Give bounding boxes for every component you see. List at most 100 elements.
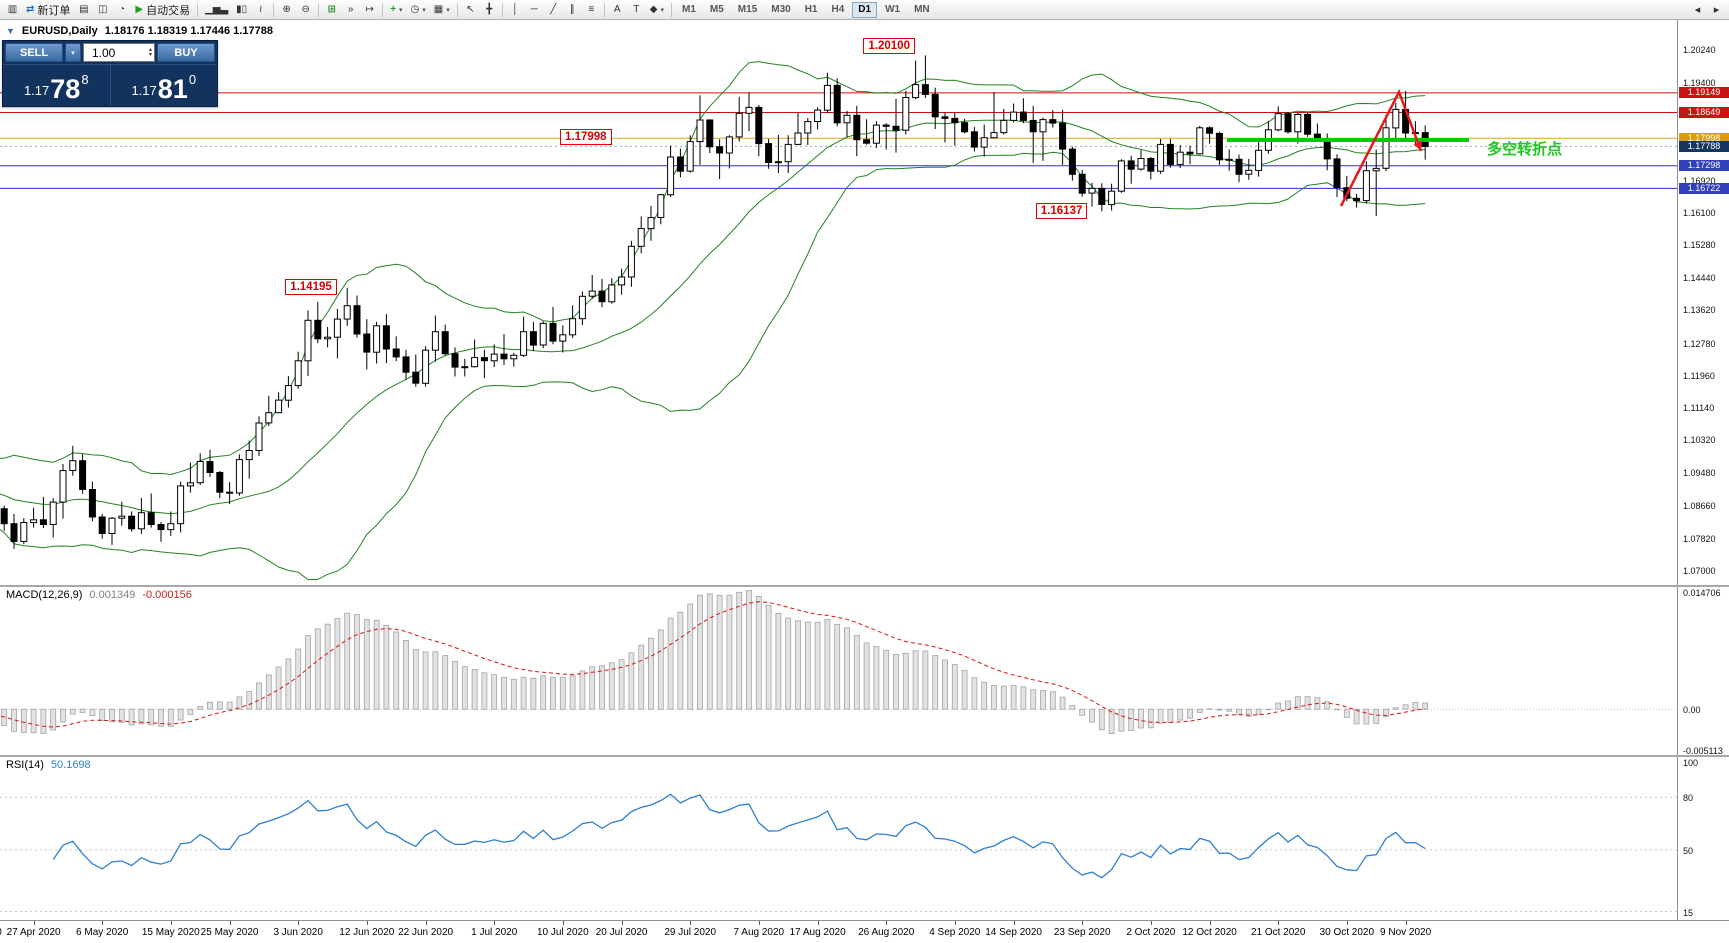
- crosshair-icon[interactable]: ╋: [486, 3, 493, 15]
- macd-plot-svg: [0, 590, 1677, 734]
- date-label: 23 Sep 2020: [1053, 927, 1111, 938]
- timeframe-w1[interactable]: W1: [885, 4, 901, 15]
- macd-scale-label: 0.00: [1683, 705, 1701, 716]
- volume-up-icon[interactable]: ▴: [148, 46, 152, 53]
- chart-window: ▼ EURUSD,Daily 1.18176 1.18319 1.17446 1…: [0, 20, 1729, 943]
- symbol-label: EURUSD,Daily: [21, 25, 98, 37]
- symbol-ohlc-line: ▼ EURUSD,Daily 1.18176 1.18319 1.17446 1…: [6, 25, 273, 37]
- low-price-label[interactable]: 1.16137: [1035, 203, 1088, 220]
- june-high-price-label[interactable]: 1.14195: [285, 278, 337, 295]
- time-tick: [1405, 921, 1407, 925]
- chart-shift-icon[interactable]: ↦: [365, 3, 374, 15]
- timeframe-h1[interactable]: H1: [804, 4, 818, 15]
- templates-icon[interactable]: ▦ ▾: [433, 3, 450, 15]
- toolbar-separator: [197, 2, 199, 17]
- timeframe-m30[interactable]: M30: [771, 4, 791, 15]
- order-options-button[interactable]: ▾: [65, 43, 81, 62]
- horizontal-line-icon[interactable]: ─: [530, 3, 538, 15]
- volume-spinner[interactable]: ▴ ▾: [148, 46, 152, 58]
- date-label: 17 Aug 2020: [789, 927, 846, 938]
- timeframe-m5[interactable]: M5: [709, 4, 724, 15]
- date-label: 20 Jul 2020: [595, 927, 648, 938]
- chart-next-icon[interactable]: ▸: [1713, 4, 1720, 16]
- date-label: 10 Jul 2020: [536, 927, 589, 938]
- price-scale[interactable]: 1.20240 1.19400 1.16920 1.16100 1.15280 1.144…: [1677, 20, 1729, 920]
- channel-icon[interactable]: ∥: [569, 3, 575, 15]
- date-label: 21 Oct 2020: [1250, 927, 1306, 938]
- text-label-icon[interactable]: T: [633, 3, 640, 15]
- time-tick: [1346, 921, 1348, 925]
- macd-indicator-label: MACD(12,26,9) 0.001349 -0.000156: [6, 589, 192, 601]
- text-icon[interactable]: A: [613, 3, 621, 15]
- fibonacci-icon[interactable]: ≡: [588, 3, 595, 15]
- bar-chart-icon[interactable]: ▁▅▃: [205, 3, 229, 15]
- volume-down-icon[interactable]: ▾: [148, 51, 152, 58]
- chart-prev-icon[interactable]: ◂: [1694, 4, 1701, 16]
- timeframe-d1[interactable]: D1: [852, 1, 878, 18]
- trendline-icon[interactable]: ╱: [550, 3, 557, 15]
- time-tick: [1150, 921, 1152, 925]
- pane-splitter-rsi[interactable]: [0, 755, 1729, 757]
- strategy-tester-icon[interactable]: ◔: [118, 3, 125, 15]
- sell-button[interactable]: SELL: [5, 43, 63, 62]
- timeframe-buttons: M1 M5 M15 M30 H1 H4 D1 W1 MN: [675, 1, 937, 18]
- zoom-in-icon[interactable]: ⊕: [282, 3, 291, 15]
- candlestick-chart-icon[interactable]: ▮▯: [236, 3, 248, 15]
- arrows-icon[interactable]: ◆ ▾: [649, 3, 664, 15]
- cursor-icon[interactable]: ↖: [466, 3, 475, 15]
- timeframe-h4[interactable]: H4: [831, 4, 845, 15]
- line-chart-icon[interactable]: ≀: [258, 3, 263, 15]
- time-tick: [33, 921, 35, 925]
- price-tick-label: 1.16100: [1683, 207, 1716, 218]
- new-order-button[interactable]: ⇄ 新订单: [26, 3, 71, 17]
- quote-divider: [109, 65, 111, 106]
- price-tick-label: 1.08660: [1683, 500, 1716, 511]
- data-window-icon[interactable]: ◫: [98, 3, 108, 15]
- price-tick-label: 1.12780: [1683, 338, 1716, 349]
- toolbar: ▥ ⇄ 新订单 ▤ ◫ ◔ ▶ 自动交易 ▁▅▃ ▮▯ ≀ ⊕ ⊖ ⊞ » ↦ + ▾ ◷ ▾ ▦ ▾ ↖ ╋ │ ─ ╱ ∥ ≡ A T ◆…: [0, 0, 1729, 20]
- time-tick: [1082, 921, 1084, 925]
- resistance-price-label[interactable]: 1.17998: [560, 129, 612, 146]
- timeframe-m1[interactable]: M1: [681, 4, 696, 15]
- price-chart[interactable]: [0, 20, 1677, 585]
- sell-price-small: 1.17: [23, 83, 50, 98]
- auto-scroll-icon[interactable]: »: [347, 3, 354, 15]
- indicators-icon[interactable]: + ▾: [390, 3, 403, 15]
- turning-point-label[interactable]: 多空转折点: [1487, 141, 1563, 158]
- pane-splitter-macd[interactable]: [0, 585, 1729, 587]
- periods-icon[interactable]: ◷ ▾: [410, 3, 426, 15]
- buy-quote[interactable]: 1.17 81 0: [111, 65, 218, 106]
- timeframe-m15[interactable]: M15: [737, 4, 758, 15]
- price-tick-label: 1.11140: [1683, 403, 1715, 413]
- date-label: 12 Jun 2020: [339, 927, 395, 938]
- buy-price-big: 81: [157, 74, 188, 104]
- vertical-line-icon[interactable]: │: [512, 3, 519, 15]
- volume-input[interactable]: 1.00 ▴ ▾: [83, 43, 155, 62]
- high-price-label[interactable]: 1.20100: [863, 38, 915, 55]
- rsi-scale-label: 100: [1683, 758, 1699, 768]
- time-axis[interactable]: 17 Apr 202027 Apr 2020 6 May 2020 15 May 2…: [0, 920, 1729, 943]
- candles-series: [0, 55, 1429, 549]
- date-label: 30 Oct 2020: [1319, 927, 1375, 938]
- market-watch-icon[interactable]: ▤: [79, 3, 89, 15]
- rsi-chart[interactable]: [0, 757, 1677, 920]
- autotrading-button[interactable]: ▶ 自动交易: [135, 3, 191, 17]
- date-label: 2 Oct 2020: [1126, 927, 1176, 938]
- tile-windows-icon[interactable]: ⊞: [327, 3, 336, 15]
- charts-icon[interactable]: ▥: [7, 3, 18, 15]
- toolbar-separator: [318, 2, 320, 17]
- time-tick: [494, 921, 496, 925]
- date-label: 4 Sep 2020: [929, 927, 981, 938]
- trade-panel-quotes: 1.17 78 8 1.17 81 0: [3, 64, 217, 106]
- date-label: 17 Apr 2020: [0, 927, 17, 938]
- zoom-out-icon[interactable]: ⊖: [301, 3, 310, 15]
- time-tick: [954, 921, 956, 925]
- macd-scale-label: -0.005113: [1683, 746, 1723, 756]
- timeframe-mn[interactable]: MN: [914, 4, 930, 15]
- sell-quote[interactable]: 1.17 78 8: [3, 65, 110, 106]
- macd-chart[interactable]: [0, 587, 1677, 755]
- rsi-plot-svg: [0, 793, 1677, 912]
- buy-button[interactable]: BUY: [157, 43, 215, 62]
- price-badge: 1.17298: [1679, 160, 1729, 172]
- price-tick-label: 1.11960: [1683, 370, 1715, 381]
